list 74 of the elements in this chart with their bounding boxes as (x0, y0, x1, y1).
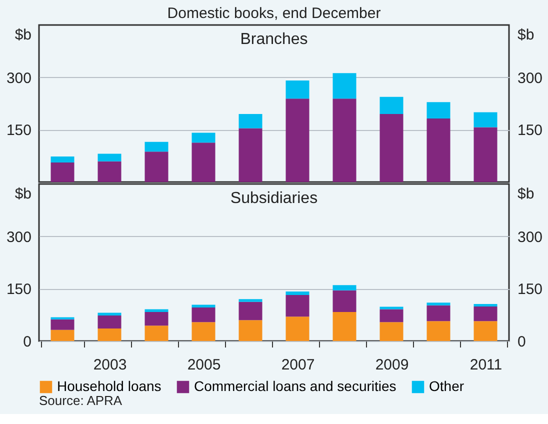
bar (144, 142, 168, 152)
x-tick-label: 2005 (187, 356, 221, 374)
bar (332, 290, 356, 312)
bar (332, 285, 356, 290)
bar (332, 73, 356, 99)
source-note: Source: APRA (39, 393, 122, 408)
bar (474, 127, 498, 182)
chart-title: Subsidiaries (230, 190, 318, 207)
bar (426, 102, 450, 118)
bar (98, 328, 122, 341)
bar (426, 302, 450, 306)
bar (380, 306, 404, 310)
y-tick-label: 0 (23, 334, 32, 350)
bar (380, 96, 404, 114)
bar (98, 312, 122, 316)
y2-tick-label: 150 (518, 122, 543, 140)
bar (192, 304, 216, 308)
bar (144, 309, 168, 312)
bar (380, 322, 404, 341)
bar (192, 132, 216, 143)
bar (286, 294, 310, 317)
y2-tick-label: 0 (518, 334, 526, 350)
bar (192, 322, 216, 341)
legend-label: Household loans (57, 378, 162, 394)
bar (380, 114, 404, 182)
bar (50, 162, 74, 182)
bar (426, 118, 450, 182)
bar (98, 154, 122, 162)
y2-axis-title: $b (518, 186, 534, 202)
legend-label: Other (429, 378, 464, 394)
bar (332, 98, 356, 182)
y2-axis-title: $b (518, 26, 534, 44)
bar (380, 309, 404, 322)
y2-tick-label: 300 (518, 70, 543, 87)
bar (286, 291, 310, 295)
bar (238, 299, 262, 302)
x-tick-label: 2011 (470, 356, 502, 374)
bar (144, 312, 168, 326)
bar (426, 305, 450, 322)
bar (50, 156, 74, 162)
chart-title: Branches (240, 31, 308, 48)
bar (426, 321, 450, 341)
legend-label: Commercial loans and securities (194, 378, 396, 394)
bar (238, 320, 262, 341)
y2-tick-label: 150 (518, 281, 543, 298)
bar (50, 319, 74, 330)
bar (192, 142, 216, 182)
bar (286, 316, 310, 341)
x-tick-label: 2009 (375, 356, 409, 374)
y-tick-label: 300 (6, 70, 32, 87)
y-axis-title: $b (14, 186, 32, 202)
x-tick-label: 2007 (281, 356, 315, 374)
y-axis-title: $b (14, 26, 32, 44)
x-tick-label: 2003 (93, 356, 127, 374)
y-tick-label: 150 (6, 122, 32, 140)
text: Domestic books, end December (167, 5, 381, 22)
y-tick-label: 150 (6, 281, 32, 298)
y2-tick-label: 300 (518, 228, 543, 246)
y-tick-label: 300 (6, 228, 32, 246)
bar (192, 308, 216, 322)
bar (238, 128, 262, 182)
bar (474, 321, 498, 341)
bar (98, 161, 122, 182)
bar (98, 316, 122, 328)
bar (238, 114, 262, 128)
bar (144, 326, 168, 341)
bar (50, 330, 74, 341)
bar (238, 302, 262, 320)
bar (286, 98, 310, 182)
bar (144, 152, 168, 182)
bar (474, 112, 498, 128)
bar (286, 80, 310, 99)
bar (474, 306, 498, 322)
bar (332, 312, 356, 341)
